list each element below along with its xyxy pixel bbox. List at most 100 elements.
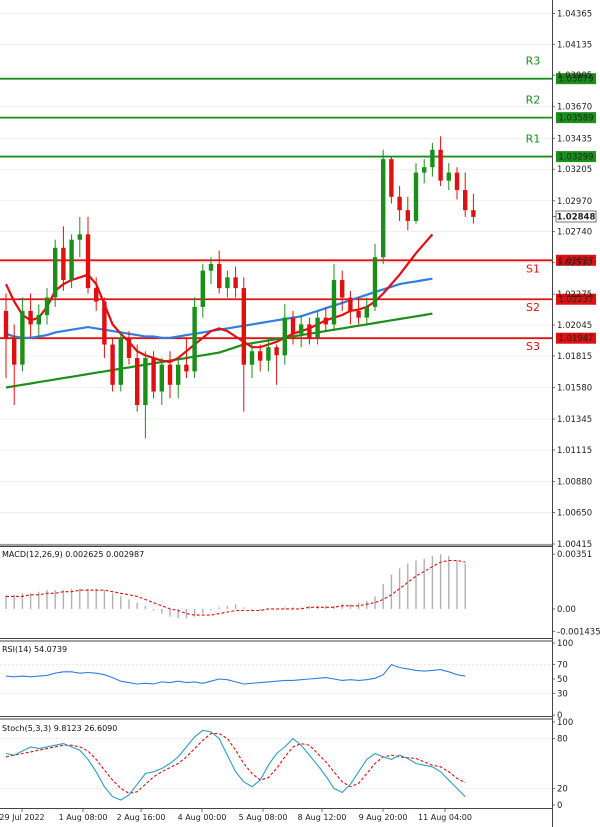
level-price-label-s1: 1.02527: [558, 256, 593, 266]
main-price-axis: 1.04365 1.04135 1.03905 1.03670 1.03435 1.032…: [552, 9, 592, 550]
candle-body: [143, 357, 148, 405]
level-price-box-r2: [556, 112, 596, 124]
candle-body: [307, 324, 312, 338]
macd-histogram: [5, 554, 466, 619]
candle-body: [389, 159, 394, 197]
candle-body: [340, 280, 345, 298]
moving-averages: [5, 233, 434, 389]
candle-body: [348, 297, 353, 311]
time-tick-label: 2 Aug 16:00: [117, 813, 166, 822]
price-tick-label: 1.02275: [557, 290, 592, 300]
candle-body: [3, 310, 9, 338]
candle-body: [20, 310, 25, 365]
macd-tick-label: -0.001435: [557, 627, 600, 637]
candle-body: [266, 347, 271, 361]
moving-average-mid: [5, 277, 433, 339]
price-tick-label: 1.04135: [557, 40, 592, 50]
level-name-r1: R1: [526, 133, 541, 146]
candle-body: [405, 210, 410, 221]
candle-body: [249, 351, 255, 365]
candle-body: [135, 357, 140, 405]
candle-body: [217, 263, 222, 289]
price-tick-label: 1.02510: [557, 259, 592, 269]
price-tick-label: 1.01115: [557, 446, 592, 456]
time-tick-label: 1 Aug 08:00: [59, 813, 108, 822]
candle-body: [258, 351, 263, 361]
price-tick-label: 1.01815: [557, 352, 592, 362]
moving-average-slow: [5, 312, 433, 389]
price-tick-label: 1.02740: [557, 228, 592, 238]
stoch-d-line: [5, 733, 466, 794]
stoch-tick-label: 80: [557, 735, 568, 745]
price-tick-label: 1.03205: [557, 165, 592, 175]
candle-body: [471, 210, 476, 217]
candle-body: [413, 172, 419, 221]
level-price-label-r1: 1.03299: [558, 153, 593, 163]
candle-body: [77, 234, 82, 240]
candle-body: [282, 317, 287, 356]
candle-body: [126, 337, 132, 358]
stoch-tick-label: 0: [557, 801, 562, 811]
price-tick-label: 1.03435: [557, 134, 592, 144]
price-tick-label: 1.01345: [557, 415, 592, 425]
candle-body: [200, 270, 205, 307]
candle-body: [372, 257, 378, 307]
main-panel: R3 1.03879 R2 1.03589 R1 1.03299 S1 1.02527 S2 1.…: [0, 9, 597, 550]
candle-body: [299, 324, 304, 334]
candle-body: [192, 306, 197, 372]
candle-body: [364, 306, 369, 318]
level-price-box-s1: [556, 254, 596, 266]
level-name-r2: R2: [526, 94, 541, 107]
candle-body: [397, 196, 402, 211]
candle-body: [110, 344, 115, 385]
price-tick-label: 1.02970: [557, 197, 592, 207]
candle-body: [36, 314, 41, 325]
main-grid: [0, 13, 552, 545]
price-tick-label: 1.04365: [557, 9, 592, 19]
stoch-label: Stoch(5,3,3) 9.8123 26.6090: [2, 724, 117, 733]
candle-body: [44, 297, 50, 315]
rsi-grid: [0, 664, 552, 694]
candle-body: [159, 364, 164, 392]
level-price-box-s2: [556, 293, 596, 305]
candle-body: [167, 364, 173, 385]
price-tick-label: 1.00415: [557, 540, 592, 550]
candle-body: [454, 172, 460, 191]
level-price-box-r1: [556, 151, 596, 163]
support-resistance-levels: R3 1.03879 R2 1.03589 R1 1.03299 S1 1.02527 S2 1.…: [0, 55, 596, 353]
rsi-tick-label: 70: [557, 661, 568, 671]
level-price-label-r2: 1.03589: [558, 114, 593, 124]
stoch-grid: [0, 738, 552, 789]
rsi-value-axis: 100 70 50 30 0: [552, 639, 573, 721]
time-tick-label: 9 Aug 20:00: [359, 813, 408, 822]
candle-body: [422, 167, 427, 173]
rsi-tick-label: 100: [557, 639, 573, 649]
candle-body: [290, 317, 296, 334]
stoch-k-line: [5, 729, 466, 801]
candle-body: [176, 364, 181, 385]
candle-body: [208, 263, 214, 271]
price-tick-label: 1.03905: [557, 71, 592, 81]
candle-body: [85, 234, 91, 289]
time-tick-label: 4 Aug 00:00: [178, 813, 227, 822]
rsi-tick-label: 0: [557, 711, 562, 721]
rsi-line: [5, 663, 466, 685]
candle-body: [331, 280, 337, 325]
price-tick-label: 1.00880: [557, 478, 592, 488]
price-tick-label: 1.02045: [557, 321, 592, 331]
candle-body: [315, 317, 320, 338]
candle-body: [118, 337, 123, 385]
time-tick-label: 5 Aug 08:00: [239, 813, 288, 822]
candles: [3, 136, 476, 439]
candle-body: [12, 337, 17, 365]
level-price-box-s3: [556, 332, 596, 344]
level-price-label-r3: 1.03879: [558, 75, 593, 85]
current-price-marker: 1.02848: [552, 210, 597, 223]
macd-signal-line: [6, 559, 466, 616]
candle-body: [438, 149, 443, 181]
level-name-s1: S1: [526, 262, 540, 275]
stoch-tick-label: 20: [557, 784, 568, 794]
rsi-tick-label: 50: [557, 675, 568, 685]
candle-body: [233, 277, 238, 289]
time-tick-label: 8 Aug 12:00: [298, 813, 347, 822]
